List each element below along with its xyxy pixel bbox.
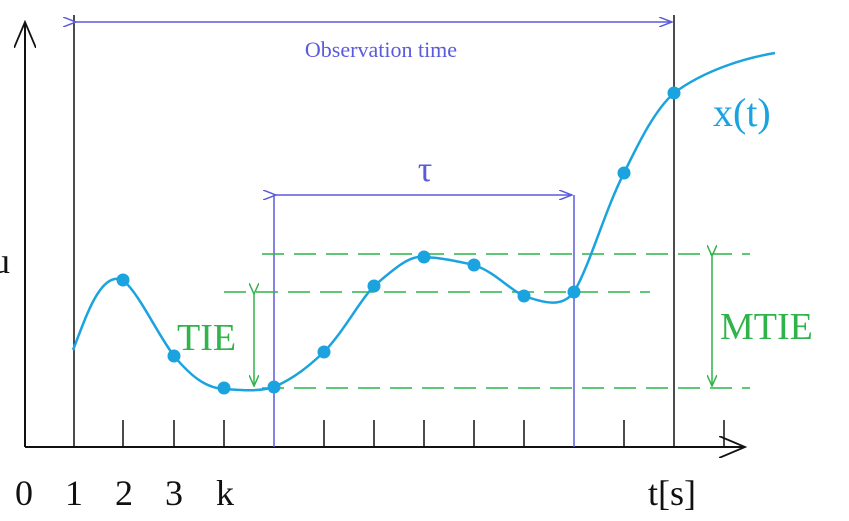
tick-label-0: 0 — [15, 473, 33, 513]
tie-label: TIE — [177, 317, 236, 359]
observation-time-label: Observation time — [305, 37, 457, 62]
mtie-label: MTIE — [720, 306, 813, 348]
sample-point — [217, 381, 231, 395]
sample-point — [116, 273, 130, 287]
sample-point — [467, 258, 481, 272]
sample-point — [517, 289, 531, 303]
sample-point — [417, 250, 431, 264]
sample-point — [267, 380, 281, 394]
sample-point — [167, 349, 181, 363]
x-axis-ticks — [122, 420, 725, 447]
signal-label: x(t) — [713, 90, 771, 135]
sample-point — [617, 166, 631, 180]
sample-points — [116, 86, 681, 395]
y-axis-label: u — [0, 241, 10, 281]
x-axis-tick-labels: 0 1 2 3 k t[s] — [15, 473, 696, 513]
level-lines — [224, 253, 750, 389]
tick-label-3: 3 — [165, 473, 183, 513]
tick-label-1: 1 — [65, 473, 83, 513]
tick-label-k: k — [216, 473, 234, 513]
sample-point — [367, 279, 381, 293]
sample-point — [317, 345, 331, 359]
tick-label-2: 2 — [115, 473, 133, 513]
tau-label: τ — [418, 149, 432, 189]
sample-point — [667, 86, 681, 100]
tick-label-t: t[s] — [648, 473, 696, 513]
sample-point — [567, 285, 581, 299]
